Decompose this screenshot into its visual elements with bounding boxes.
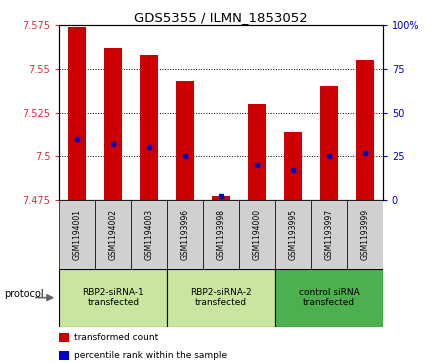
Bar	[239, 200, 275, 269]
Text: transformed count: transformed count	[74, 333, 158, 342]
Title: GDS5355 / ILMN_1853052: GDS5355 / ILMN_1853052	[134, 11, 308, 24]
Text: GSM1193996: GSM1193996	[181, 209, 190, 260]
Text: GSM1194001: GSM1194001	[73, 209, 82, 260]
Bar	[347, 200, 383, 269]
Bar	[131, 200, 167, 269]
Bar	[167, 200, 203, 269]
Bar	[203, 200, 239, 269]
Bar	[59, 200, 95, 269]
Bar	[104, 48, 122, 200]
Bar	[59, 269, 167, 327]
Text: GSM1193997: GSM1193997	[324, 209, 334, 260]
Bar	[68, 27, 86, 200]
Bar	[275, 269, 383, 327]
Bar	[248, 104, 266, 200]
Text: GSM1193998: GSM1193998	[216, 209, 226, 260]
Bar	[356, 60, 374, 200]
Text: GSM1193999: GSM1193999	[360, 209, 369, 260]
Text: percentile rank within the sample: percentile rank within the sample	[74, 351, 227, 360]
Bar	[140, 55, 158, 200]
Bar	[320, 86, 338, 200]
Text: protocol: protocol	[4, 289, 44, 299]
Bar	[284, 132, 302, 200]
Text: GSM1194003: GSM1194003	[145, 209, 154, 260]
Text: control siRNA
transfected: control siRNA transfected	[298, 288, 359, 307]
Bar	[212, 196, 230, 200]
Text: GSM1194000: GSM1194000	[253, 209, 261, 260]
Bar	[176, 81, 194, 200]
Bar	[275, 200, 311, 269]
Text: RBP2-siRNA-1
transfected: RBP2-siRNA-1 transfected	[82, 288, 144, 307]
Text: RBP2-siRNA-2
transfected: RBP2-siRNA-2 transfected	[190, 288, 252, 307]
Bar	[59, 333, 69, 342]
Text: GSM1193995: GSM1193995	[289, 209, 297, 260]
Bar	[59, 351, 69, 360]
Bar	[167, 269, 275, 327]
Bar	[95, 200, 131, 269]
Bar	[311, 200, 347, 269]
Text: GSM1194002: GSM1194002	[109, 209, 118, 260]
